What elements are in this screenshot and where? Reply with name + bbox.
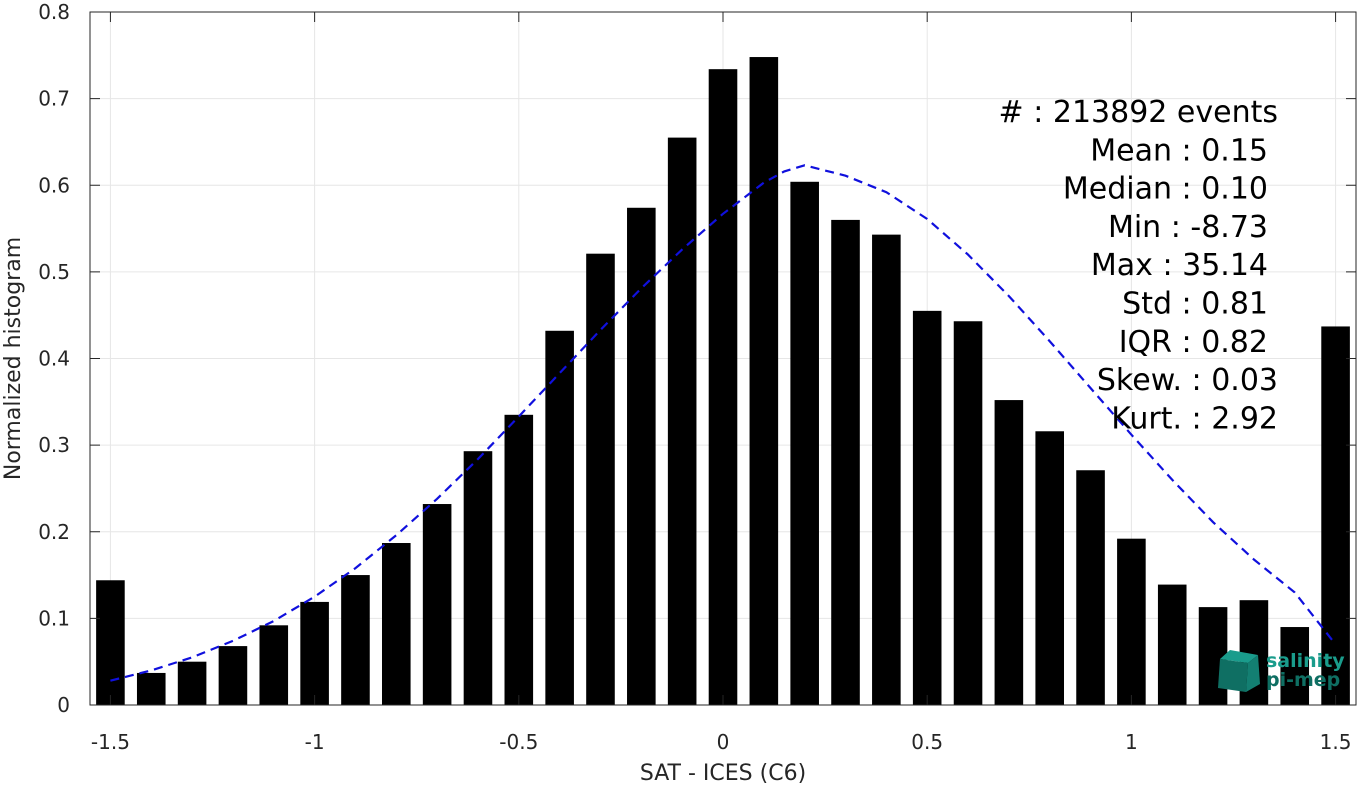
histogram-bar [831, 219, 860, 705]
histogram-bar [708, 69, 738, 706]
stat-line: IQR : 0.82 [1119, 325, 1268, 360]
histogram-bar [545, 330, 574, 705]
y-tick-label: 0.1 [38, 606, 70, 630]
stat-line: Skew. : 0.03 [1097, 363, 1278, 398]
x-axis-label: SAT - ICES (C6) [640, 761, 806, 785]
histogram-bar [463, 451, 493, 705]
y-tick-label: 0.5 [38, 260, 70, 284]
histogram-bar [1035, 431, 1065, 705]
histogram-bar [790, 181, 819, 705]
histogram-bar [177, 661, 207, 705]
histogram-bar [627, 207, 656, 705]
stat-line: # : 213892 events [999, 95, 1278, 130]
axis-ticks [90, 11, 1356, 706]
stat-line: Max : 35.14 [1091, 248, 1268, 283]
histogram-bar [259, 625, 289, 705]
histogram-bar [300, 601, 329, 705]
histogram-bar [1117, 538, 1146, 705]
histogram-bar [1321, 326, 1350, 705]
logo-line-2: pi-mep [1266, 669, 1340, 691]
histogram-bar [136, 672, 166, 705]
histogram-bar [504, 414, 534, 705]
stat-line: Kurt. : 2.92 [1111, 401, 1278, 436]
x-tick-label: -0.5 [499, 730, 538, 754]
y-tick-label: 0.4 [38, 347, 70, 371]
x-tick-label: 0 [717, 730, 730, 754]
histogram-bar [912, 310, 942, 705]
y-tick-labels: 0 0.1 0.2 0.3 0.4 0.5 0.6 0.7 0.8 [38, 0, 70, 717]
x-tick-label: -1 [305, 730, 325, 754]
histogram-bar [381, 543, 411, 705]
x-tick-label: -1.5 [91, 730, 130, 754]
histogram-bar [218, 646, 248, 705]
histogram-bar [994, 400, 1024, 705]
y-tick-label: 0.3 [38, 433, 70, 457]
stat-line: Std : 0.81 [1122, 287, 1268, 322]
x-tick-label: 1 [1125, 730, 1138, 754]
y-tick-label: 0.7 [38, 87, 70, 111]
x-tick-labels: -1.5 -1 -0.5 0 0.5 1 1.5 [91, 730, 1352, 754]
histogram-bar [1076, 470, 1105, 705]
y-tick-label: 0.6 [38, 173, 70, 197]
y-tick-label: 0.8 [38, 0, 70, 24]
stat-line: Median : 0.10 [1063, 172, 1268, 207]
histogram-bar [872, 234, 901, 705]
y-axis-label: Normalized histogram [1, 237, 26, 480]
histogram-bars [96, 57, 1350, 706]
y-tick-label: 0.2 [38, 520, 70, 544]
histogram-bar [953, 321, 983, 705]
x-tick-label: 0.5 [911, 730, 943, 754]
y-tick-label: 0 [57, 693, 70, 717]
gaussian-fit-line [110, 164, 1337, 682]
histogram-bar [96, 580, 125, 705]
histogram-bar [1157, 584, 1187, 705]
histogram-bar [1280, 627, 1310, 705]
cube-icon [1218, 650, 1260, 692]
logo-line-1: salinity [1266, 650, 1345, 672]
histogram-bar [341, 575, 370, 705]
x-tick-label: 1.5 [1320, 730, 1352, 754]
histogram-bar [749, 57, 779, 706]
stat-line: Mean : 0.15 [1090, 133, 1268, 168]
stat-line: Min : -8.73 [1108, 210, 1268, 245]
histogram-bar [422, 504, 452, 705]
salinity-pimep-logo: salinity pi-mep [1218, 650, 1345, 692]
histogram-bar [667, 137, 697, 705]
histogram-bar [1198, 607, 1228, 705]
histogram-bar [586, 253, 615, 705]
